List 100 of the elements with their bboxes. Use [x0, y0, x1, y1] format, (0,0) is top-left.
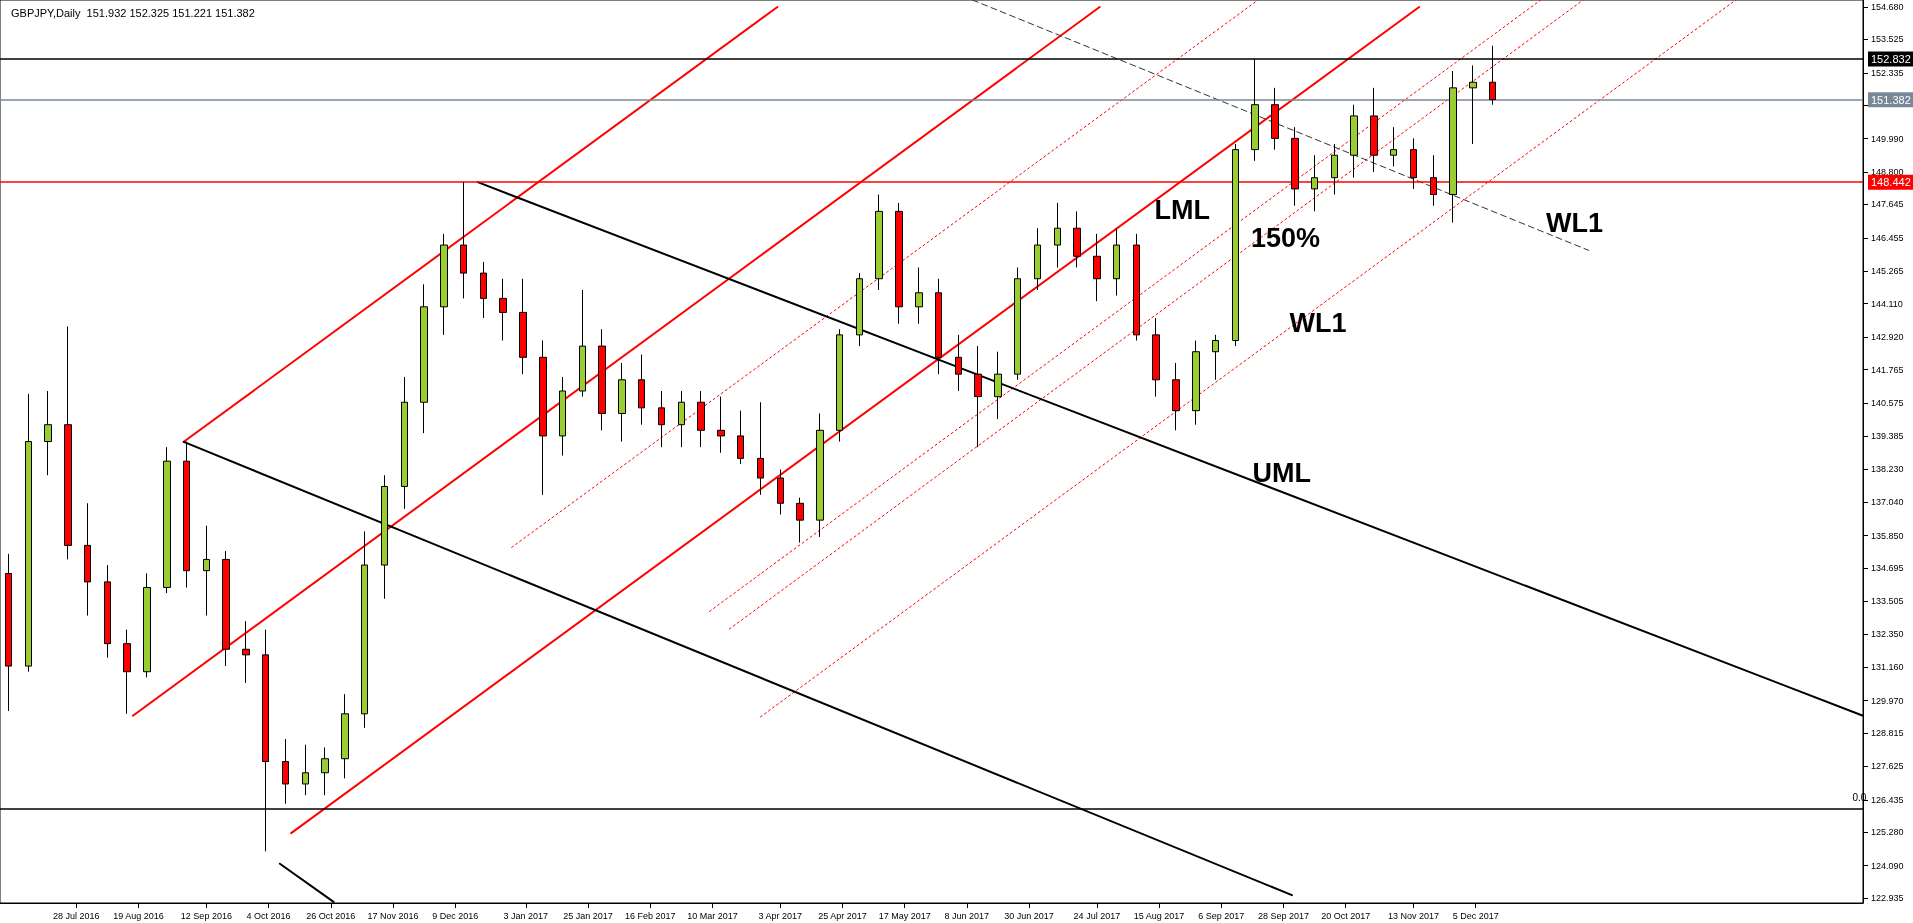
candlestick [1113, 227, 1120, 297]
candlestick [1093, 233, 1101, 302]
y-tick-label: 147.645 [1871, 199, 1904, 210]
candlestick [1034, 227, 1041, 291]
candlestick [64, 325, 72, 560]
y-tick-label: 129.970 [1871, 695, 1904, 706]
candlestick [658, 390, 665, 448]
y-tick-label: 126.435 [1871, 794, 1904, 805]
y-tick-label: 142.920 [1871, 332, 1904, 343]
candlestick [1073, 210, 1081, 268]
candlestick [836, 328, 843, 443]
y-tick-label: 145.265 [1871, 266, 1904, 277]
candlestick [875, 194, 883, 291]
candlestick [678, 390, 685, 448]
y-tick-label: 124.090 [1871, 860, 1904, 871]
x-tick-label: 13 Nov 2017 [1387, 910, 1440, 921]
y-tick-label: 134.695 [1871, 562, 1904, 573]
candlestick [222, 550, 230, 667]
candlestick [1054, 202, 1061, 268]
x-tick-label: 17 Nov 2016 [367, 910, 419, 921]
y-tick-label: 153.525 [1871, 34, 1904, 45]
candlestick [242, 620, 250, 684]
x-tick-label: 12 Sep 2016 [180, 910, 232, 921]
y-tick-label: 128.815 [1871, 728, 1904, 739]
y-tick-label: 137.040 [1871, 497, 1904, 508]
candlestick [1390, 126, 1397, 167]
text: GBPJPY,Daily 151.932 152.325 151.221 151.382 [11, 6, 255, 19]
candlestick [480, 261, 487, 319]
ref-line-label: 151.382 [1871, 93, 1911, 106]
annotation: LML [1154, 195, 1210, 226]
y-tick-label: 122.935 [1871, 893, 1904, 904]
candlestick [1449, 70, 1457, 224]
x-tick-label: 30 Jun 2017 [1004, 910, 1054, 921]
candlestick [816, 412, 824, 538]
candlestick [777, 469, 784, 516]
candlestick [84, 502, 91, 617]
y-tick-label: 132.350 [1871, 628, 1904, 639]
y-tick-label: 133.505 [1871, 596, 1904, 607]
ref-line-label: 152.832 [1871, 52, 1911, 65]
x-tick-label: 9 Dec 2016 [432, 910, 479, 921]
candlestick [1331, 143, 1338, 196]
candlestick [1014, 267, 1021, 381]
y-tick-label: 144.110 [1871, 298, 1903, 309]
candlestick [519, 278, 527, 375]
candlestick [994, 351, 1002, 420]
y-tick-label: 135.850 [1871, 530, 1904, 541]
x-tick-label: 24 Jul 2017 [1073, 910, 1121, 921]
candlestick [1192, 339, 1200, 426]
x-tick-label: 26 Oct 2016 [306, 910, 356, 921]
candlestick [618, 362, 626, 443]
candlestick [1172, 362, 1180, 431]
y-tick-label: 149.990 [1871, 133, 1904, 144]
ref-line-label: 148.442 [1871, 176, 1911, 189]
candlestick [44, 390, 52, 476]
candlestick [401, 376, 408, 510]
x-tick-label: 25 Apr 2017 [818, 910, 867, 921]
x-tick-label: 20 Oct 2017 [1321, 910, 1371, 921]
candlestick [321, 746, 329, 796]
candlestick [1212, 334, 1219, 381]
y-tick-label: 146.455 [1871, 232, 1904, 243]
candlestick [361, 530, 368, 729]
candlestick [1152, 317, 1160, 398]
candlestick [856, 272, 863, 347]
candlestick [420, 283, 428, 434]
y-tick-label: 127.625 [1871, 761, 1904, 772]
candlestick [203, 525, 210, 617]
x-tick-label: 4 Oct 2016 [246, 910, 291, 921]
x-tick-label: 8 Jun 2017 [944, 910, 990, 921]
x-tick-label: 28 Jul 2016 [53, 910, 100, 921]
x-tick-label: 3 Apr 2017 [758, 910, 803, 921]
candlestick [341, 693, 349, 779]
candlestick [1271, 87, 1279, 151]
candlestick [598, 328, 606, 431]
candlestick [123, 629, 131, 715]
candlestick [539, 339, 547, 496]
x-tick-label: 17 May 2017 [878, 910, 931, 921]
candlestick [143, 572, 151, 678]
candlestick [974, 345, 982, 448]
candlestick [1232, 143, 1239, 347]
y-tick-label: 154.680 [1871, 2, 1904, 13]
candlestick [757, 401, 764, 496]
candlestick [5, 553, 12, 712]
x-tick-label: 15 Aug 2017 [1133, 910, 1185, 921]
candlestick [717, 396, 725, 454]
y-tick-label: 152.335 [1871, 67, 1904, 78]
candlestick [955, 334, 962, 392]
candlestick [895, 202, 903, 325]
candlestick [104, 564, 111, 659]
y-tick-label: 140.575 [1871, 397, 1904, 408]
x-tick-label: 10 Mar 2017 [687, 910, 738, 921]
candlestick [1469, 64, 1477, 145]
x-tick-label: 16 Feb 2017 [624, 910, 676, 921]
candlestick [25, 393, 32, 673]
y-tick-label: 131.160 [1871, 662, 1904, 673]
x-tick-label: 19 Aug 2016 [113, 910, 164, 921]
x-tick-label: 25 Jan 2017 [563, 910, 613, 921]
y-tick-label: 125.280 [1871, 827, 1904, 838]
annotation: WL1 [1289, 308, 1347, 339]
candlestick [499, 278, 507, 341]
candlestick [1370, 87, 1378, 173]
